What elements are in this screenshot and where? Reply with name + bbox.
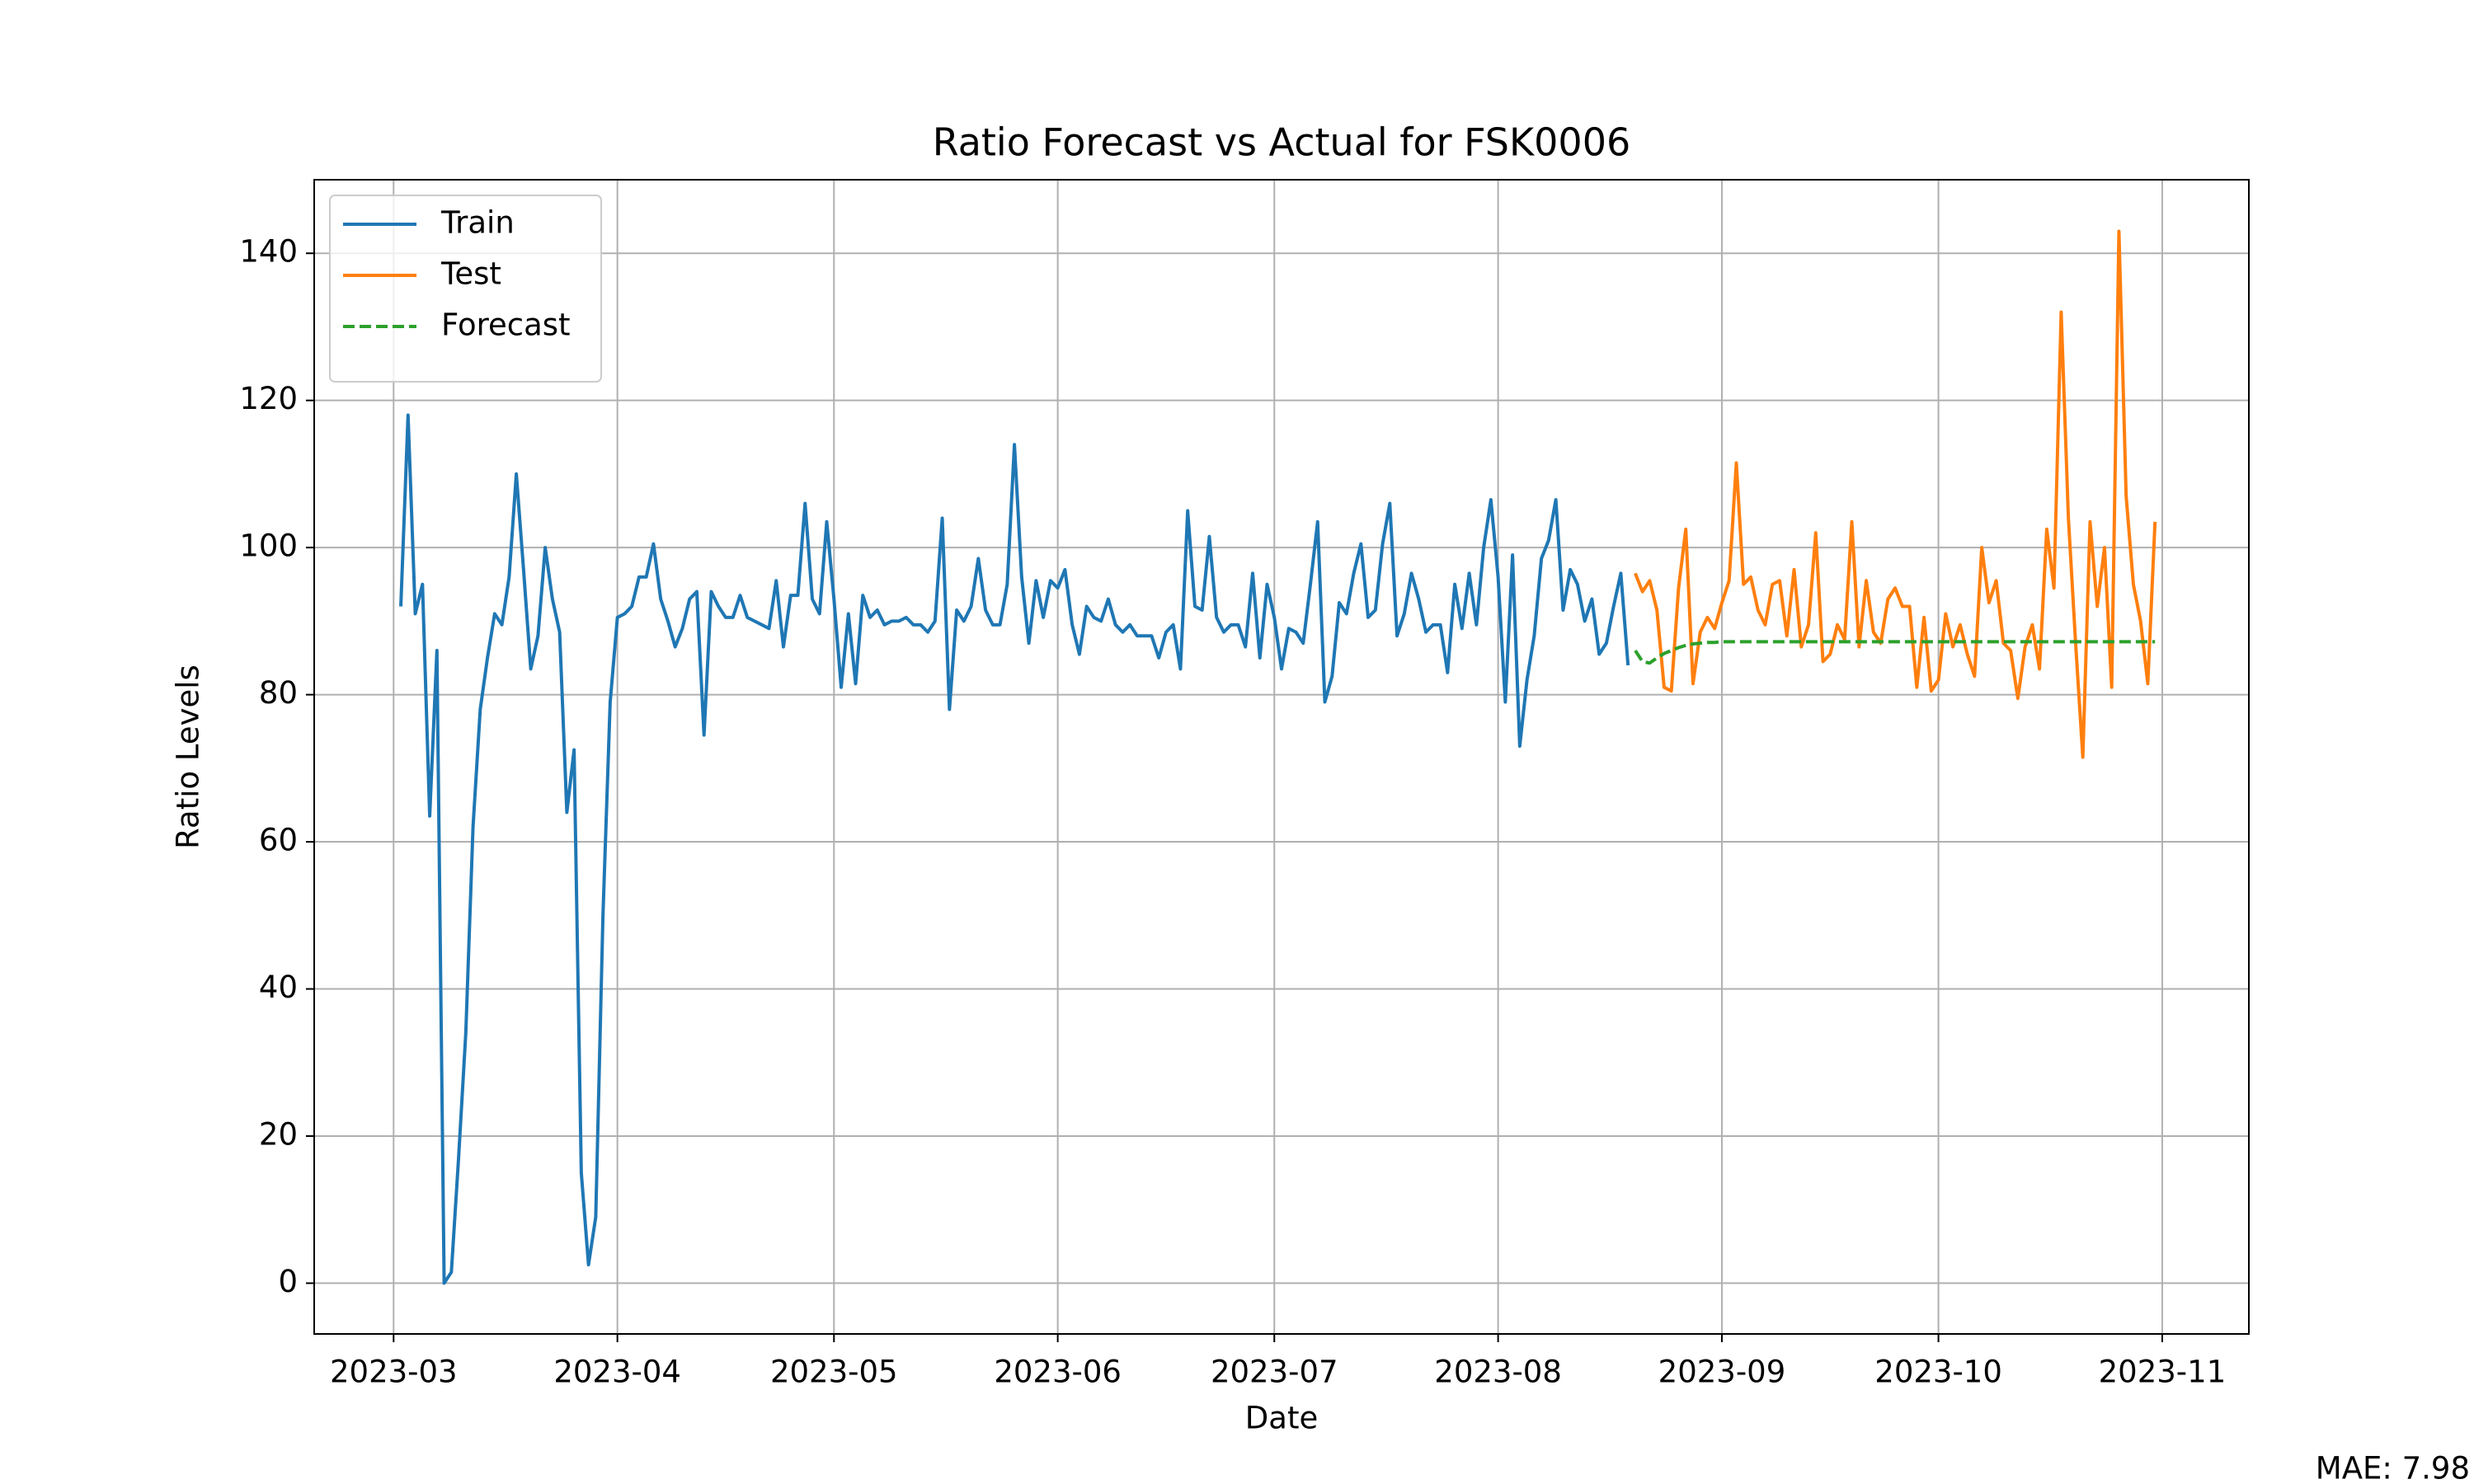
y-tick-label: 40 [259, 970, 298, 1005]
x-tick-label: 2023-08 [1434, 1355, 1562, 1390]
x-tick-label: 2023-11 [2099, 1355, 2227, 1390]
annotation: MAE: 7.98 [2316, 1451, 2470, 1484]
x-tick-label: 2023-03 [330, 1355, 458, 1390]
y-tick-label: 0 [278, 1264, 298, 1299]
x-tick-label: 2023-07 [1211, 1355, 1338, 1390]
series-line [399, 413, 1630, 1285]
series-line [1634, 640, 2156, 665]
legend-label: Forecast [441, 308, 571, 343]
y-tick-label: 20 [259, 1116, 298, 1152]
x-tick-label: 2023-05 [770, 1355, 898, 1390]
x-tick-label: 2023-09 [1658, 1355, 1786, 1390]
legend-label: Train [440, 205, 515, 241]
y-tick-label: 100 [239, 528, 298, 564]
y-tick-label: 120 [239, 381, 298, 416]
x-tick-label: 2023-10 [1874, 1355, 2002, 1390]
y-tick-label: 60 [259, 823, 298, 858]
legend-box [329, 195, 602, 383]
series-line [1634, 229, 2157, 759]
chart-title: Ratio Forecast vs Actual for FSK0006 [933, 120, 1631, 165]
y-tick-label: 80 [259, 675, 298, 711]
x-tick-label: 2023-06 [994, 1355, 1122, 1390]
x-tick-label: 2023-04 [553, 1355, 681, 1390]
legend: Train Test Forecast [329, 195, 602, 383]
y-axis-label: Ratio Levels [171, 665, 206, 849]
plot-frame [313, 179, 2250, 1335]
y-tick-label: 140 [239, 234, 298, 270]
legend-label: Test [440, 256, 501, 292]
x-axis-label: Date [1245, 1401, 1318, 1436]
